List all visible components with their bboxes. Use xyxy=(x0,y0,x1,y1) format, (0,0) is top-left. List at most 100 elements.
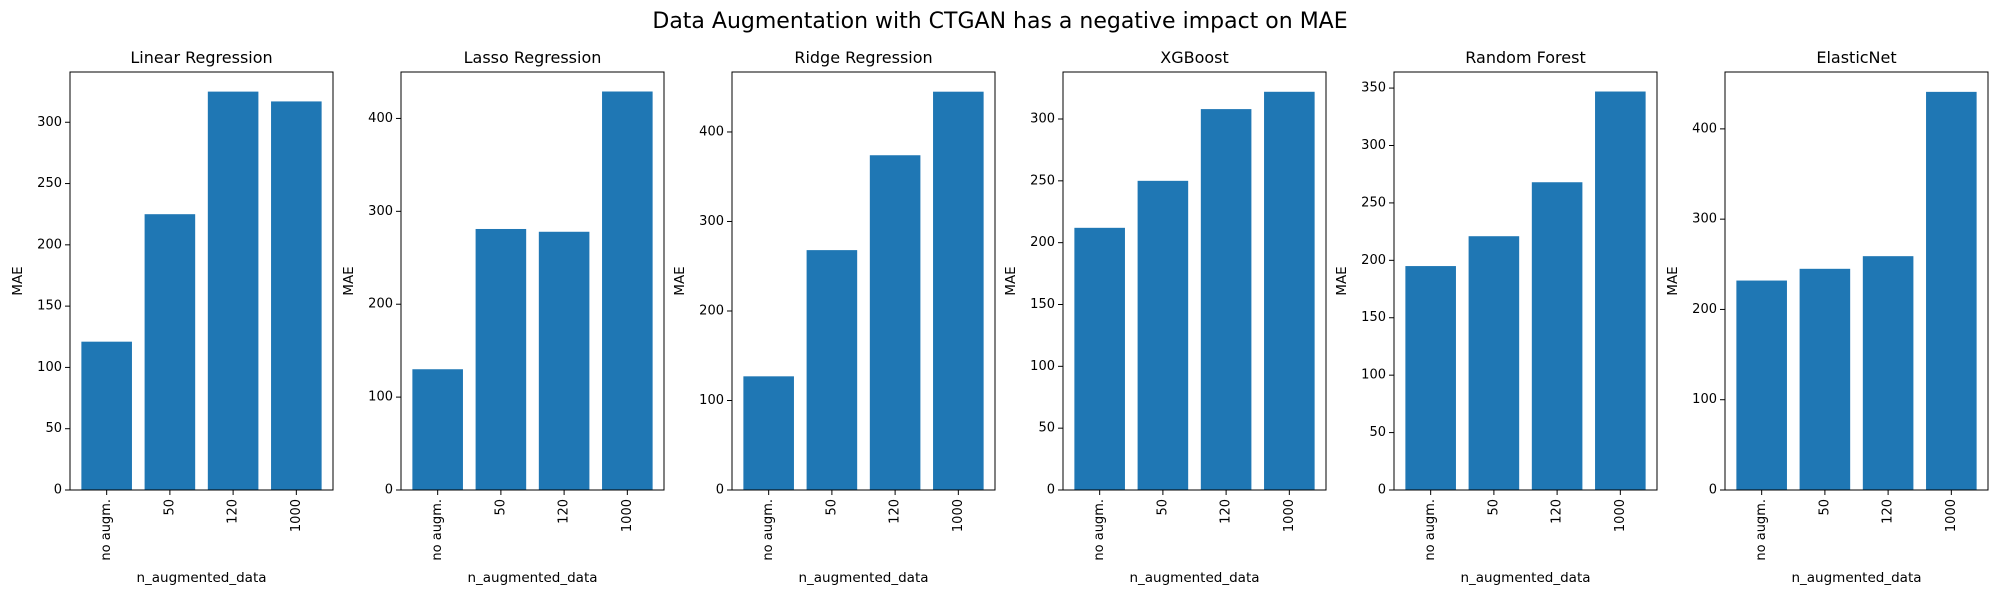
x-tick-label: 120 xyxy=(888,499,903,524)
y-axis-label: MAE xyxy=(341,266,357,295)
bar-120 xyxy=(207,91,259,490)
y-tick-label: 50 xyxy=(1038,421,1055,436)
x-tick-label: no augm. xyxy=(761,499,776,561)
y-tick-label: 0 xyxy=(1378,483,1386,498)
y-tick-label: 100 xyxy=(699,393,724,408)
y-tick-label: 200 xyxy=(1692,302,1717,317)
axes-frame xyxy=(69,71,334,491)
bar-50 xyxy=(806,250,858,490)
y-tick-label: 300 xyxy=(1692,212,1717,227)
y-tick-label: 300 xyxy=(699,214,724,229)
axes-frame xyxy=(1062,71,1327,491)
x-axis-label: n_augmented_data xyxy=(136,570,266,586)
x-tick-label: 50 xyxy=(1155,499,1170,516)
panel-2: no augm. 50 120 1000 0 100 200 300 400 Lasso Regr… xyxy=(341,48,665,586)
y-tick-label: 100 xyxy=(1361,368,1386,383)
panel-6: no augm. 50 120 1000 0 100 200 300 400 ElasticNet… xyxy=(1665,48,1989,586)
y-tick-label: 0 xyxy=(54,483,62,498)
y-axis-label: MAE xyxy=(1665,266,1681,295)
y-tick-label: 100 xyxy=(1692,392,1717,407)
y-tick-label: 300 xyxy=(1030,111,1055,126)
x-tick-label: 120 xyxy=(1881,499,1896,524)
x-tick-label: 120 xyxy=(226,499,241,524)
bar-no-augm xyxy=(81,341,132,490)
bar-1000 xyxy=(602,91,653,491)
x-axis-label: n_augmented_data xyxy=(1791,570,1921,586)
y-tick-label: 300 xyxy=(368,204,393,219)
x-tick-label: no augm. xyxy=(1423,499,1438,561)
axes-frame xyxy=(1724,71,1989,491)
x-tick-label: 120 xyxy=(1219,499,1234,524)
x-axis-label: n_augmented_data xyxy=(467,570,597,586)
y-tick-label: 100 xyxy=(368,390,393,405)
x-tick-label: 1000 xyxy=(620,499,635,532)
y-tick-label: 200 xyxy=(1030,235,1055,250)
bar-50 xyxy=(1799,268,1851,490)
y-tick-label: 150 xyxy=(1361,310,1386,325)
y-tick-label: 200 xyxy=(368,297,393,312)
x-tick-label: 1000 xyxy=(1282,499,1297,532)
y-tick-label: 150 xyxy=(1030,297,1055,312)
x-tick-label: 50 xyxy=(162,499,177,516)
x-tick-label: 50 xyxy=(1486,499,1501,516)
x-tick-label: no augm. xyxy=(430,499,445,561)
y-axis-label: MAE xyxy=(1003,266,1019,295)
bar-1000 xyxy=(271,101,322,490)
panel-1: no augm. 50 120 1000 0 50 100 150 200 250 300 Linea… xyxy=(10,48,334,586)
axes-frame xyxy=(731,71,996,491)
bar-no-augm xyxy=(1405,266,1456,490)
x-tick-label: 1000 xyxy=(1613,499,1628,532)
panel-4: no augm. 50 120 1000 0 50 100 150 200 250 300 XGBoo… xyxy=(1003,48,1327,586)
y-tick-label: 0 xyxy=(1709,483,1717,498)
bar-1000 xyxy=(1264,91,1315,490)
y-tick-label: 400 xyxy=(368,111,393,126)
x-tick-label: 1000 xyxy=(289,499,304,532)
y-axis-label: MAE xyxy=(10,266,26,295)
x-tick-label: 50 xyxy=(1817,499,1832,516)
y-axis-label: MAE xyxy=(672,266,688,295)
y-axis-label: MAE xyxy=(1334,266,1350,295)
bar-120 xyxy=(538,231,590,490)
bar-120 xyxy=(1531,182,1583,490)
bar-no-augm xyxy=(1074,227,1125,490)
panel-title: Linear Regression xyxy=(130,48,272,67)
x-tick-label: no augm. xyxy=(99,499,114,561)
y-tick-label: 300 xyxy=(1361,138,1386,153)
y-tick-label: 400 xyxy=(699,124,724,139)
x-axis-label: n_augmented_data xyxy=(798,570,928,586)
y-tick-label: 200 xyxy=(1361,253,1386,268)
x-tick-label: no augm. xyxy=(1092,499,1107,561)
panel-title: Lasso Regression xyxy=(464,48,602,67)
y-tick-label: 0 xyxy=(716,483,724,498)
axes-frame xyxy=(400,71,665,491)
bar-1000 xyxy=(933,91,984,490)
y-tick-label: 50 xyxy=(1369,425,1386,440)
y-tick-label: 100 xyxy=(1030,359,1055,374)
x-tick-label: 50 xyxy=(493,499,508,516)
bar-no-augm xyxy=(743,376,794,490)
bar-120 xyxy=(1862,256,1914,490)
bar-120 xyxy=(1200,109,1252,491)
figure-suptitle: Data Augmentation with CTGAN has a negat… xyxy=(652,9,1347,34)
bar-120 xyxy=(869,155,921,490)
y-tick-label: 200 xyxy=(37,237,62,252)
x-axis-label: n_augmented_data xyxy=(1460,570,1590,586)
bar-no-augm xyxy=(1736,280,1787,490)
y-tick-label: 0 xyxy=(385,483,393,498)
y-tick-label: 150 xyxy=(37,299,62,314)
x-tick-label: 1000 xyxy=(951,499,966,532)
x-tick-label: no augm. xyxy=(1754,499,1769,561)
panels-group: no augm. 50 120 1000050100150200250300Linea… xyxy=(10,48,1989,586)
panel-5: no augm. 50 120 1000 0 50 100 150 200 250 300 350 Ra… xyxy=(1334,48,1658,586)
panel-title: Ridge Regression xyxy=(794,48,932,67)
bar-1000 xyxy=(1595,91,1646,491)
bar-no-augm xyxy=(412,369,463,490)
y-tick-label: 350 xyxy=(1361,81,1386,96)
bar-50 xyxy=(475,228,527,490)
y-tick-label: 100 xyxy=(37,360,62,375)
bar-50 xyxy=(144,214,196,490)
x-tick-label: 1000 xyxy=(1944,499,1959,532)
y-tick-label: 200 xyxy=(699,303,724,318)
y-tick-label: 300 xyxy=(37,115,62,130)
